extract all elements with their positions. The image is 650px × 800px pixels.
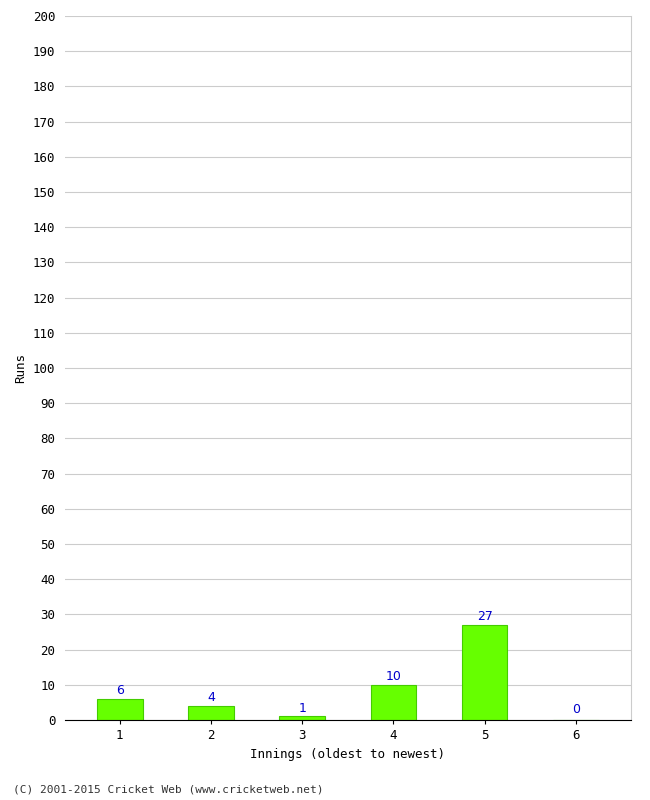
Bar [370, 685, 416, 720]
Text: 0: 0 [572, 702, 580, 716]
Bar [97, 699, 142, 720]
X-axis label: Innings (oldest to newest): Innings (oldest to newest) [250, 747, 445, 761]
Text: 10: 10 [385, 670, 401, 683]
Text: 6: 6 [116, 684, 124, 697]
Y-axis label: Runs: Runs [14, 353, 27, 383]
Bar [462, 625, 508, 720]
Text: 1: 1 [298, 702, 306, 714]
Text: 4: 4 [207, 691, 215, 704]
Text: (C) 2001-2015 Cricket Web (www.cricketweb.net): (C) 2001-2015 Cricket Web (www.cricketwe… [13, 784, 324, 794]
Bar [280, 717, 325, 720]
Bar [188, 706, 234, 720]
Text: 27: 27 [476, 610, 493, 623]
